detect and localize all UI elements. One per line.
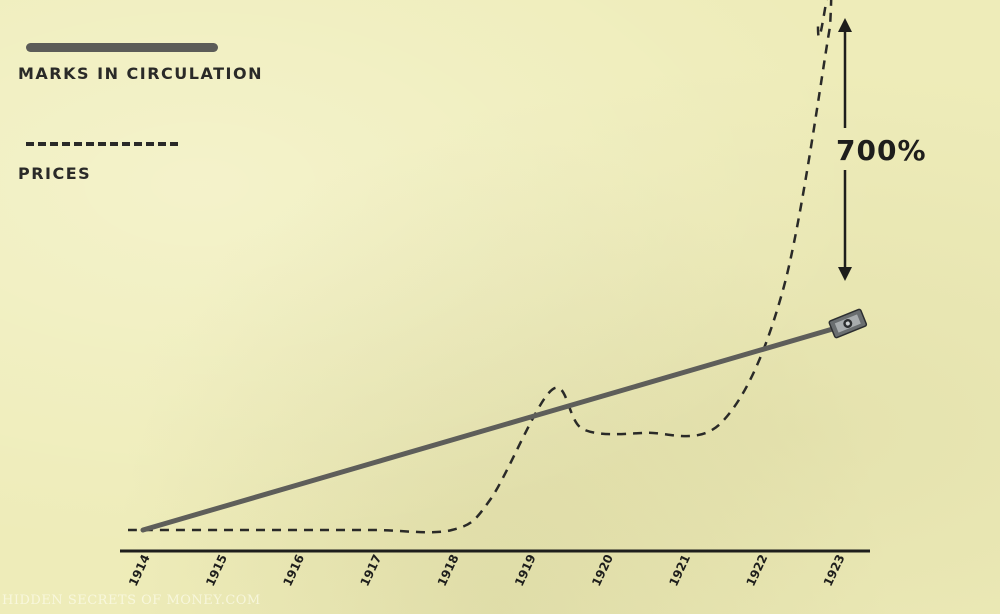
increase-arrow — [838, 18, 852, 281]
legend-swatch-prices — [26, 142, 178, 146]
x-tick-label-1914: 1914 — [126, 552, 153, 588]
series-prices-line — [127, 0, 833, 534]
banknote-icon — [828, 308, 868, 339]
x-tick-label-1922: 1922 — [744, 552, 771, 588]
x-tick-label-1915: 1915 — [203, 552, 230, 588]
x-tick-label-1916: 1916 — [280, 552, 307, 588]
series-marks-line — [140, 325, 841, 533]
x-tick-label-1923: 1923 — [821, 552, 848, 588]
x-tick-label-1917: 1917 — [358, 552, 385, 588]
legend-label-marks: MARKS IN CIRCULATION — [18, 64, 263, 83]
x-tick-label-1920: 1920 — [589, 552, 616, 588]
watermark-logo: HIDDEN SECRETS OF MONEY.COM — [2, 593, 261, 608]
x-tick-label-1921: 1921 — [666, 552, 693, 588]
x-tick-labels: 1914 1915 1916 1917 1918 1919 1920 1921 1922 1923 — [126, 552, 848, 588]
increase-annotation: 700% — [836, 134, 927, 167]
x-tick-label-1918: 1918 — [435, 552, 462, 588]
legend-swatch-marks — [26, 43, 218, 52]
x-tick-label-1919: 1919 — [512, 552, 539, 588]
legend-label-prices: PRICES — [18, 164, 92, 183]
